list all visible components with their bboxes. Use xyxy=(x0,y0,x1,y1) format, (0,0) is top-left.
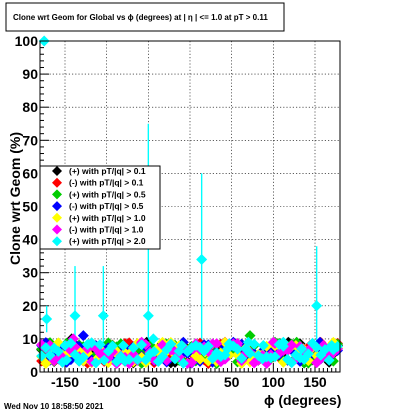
timestamp: Wed Nov 10 18:58:50 2021 xyxy=(4,402,104,411)
data-marker xyxy=(257,340,269,352)
y-tick-label: 0 xyxy=(30,364,38,380)
band-marker xyxy=(36,350,48,362)
y-tick-label: 40 xyxy=(22,232,38,248)
band-marker xyxy=(323,354,335,366)
data-marker xyxy=(326,340,338,352)
title-box xyxy=(5,2,285,32)
x-tick-label: -150 xyxy=(51,374,79,390)
band-marker xyxy=(202,340,214,352)
y-axis-label: Clone wrt Geom (%) xyxy=(7,132,23,265)
legend-label: (+) with pT/|q| > 0.1 xyxy=(69,166,146,176)
data-marker xyxy=(117,340,129,352)
legend: (+) with pT/|q| > 0.1 (-) with pT/|q| > 0… xyxy=(39,165,161,250)
data-marker xyxy=(176,340,188,352)
x-tick-label: 0 xyxy=(186,374,194,390)
band-marker xyxy=(177,357,189,369)
legend-marker xyxy=(52,189,62,200)
y-tick-label: 50 xyxy=(22,199,38,215)
band-marker xyxy=(186,357,198,369)
data-marker xyxy=(311,300,323,312)
band-marker xyxy=(77,351,89,363)
band-marker xyxy=(169,353,181,365)
x-tick-label: -100 xyxy=(93,374,121,390)
data-marker xyxy=(77,330,89,342)
data-marker xyxy=(59,340,71,352)
y-tick-label: 80 xyxy=(22,99,38,115)
band-marker xyxy=(211,338,223,350)
band-marker xyxy=(302,348,314,360)
band-marker xyxy=(107,340,118,352)
band-marker xyxy=(132,354,143,366)
x-tick-label: 50 xyxy=(224,374,240,390)
band-marker xyxy=(286,339,298,351)
x-axis-label: ϕ (degrees) xyxy=(264,392,341,408)
data-marker xyxy=(147,333,159,345)
legend-label: (+) with pT/|q| > 0.5 xyxy=(69,189,146,199)
data-marker xyxy=(277,336,289,348)
legend-marker xyxy=(52,166,62,176)
y-tick-label: 10 xyxy=(22,331,38,347)
band-marker xyxy=(52,345,64,357)
band-marker xyxy=(194,353,206,365)
band-marker xyxy=(157,351,168,363)
data-marker xyxy=(196,253,208,265)
y-tick-label: 90 xyxy=(22,66,38,82)
band-marker xyxy=(127,342,139,354)
band-marker xyxy=(94,339,106,351)
y-tick-label: 20 xyxy=(22,298,38,314)
band-marker xyxy=(86,337,98,349)
band-marker xyxy=(44,349,56,361)
band-marker xyxy=(165,338,177,350)
legend-marker xyxy=(52,212,62,223)
legend-marker xyxy=(52,224,62,235)
data-marker xyxy=(69,310,81,322)
data-marker xyxy=(97,310,109,322)
band-marker xyxy=(61,354,73,366)
y-tick-label: 100 xyxy=(15,33,39,49)
band-marker xyxy=(40,357,52,369)
data-marker xyxy=(296,343,308,355)
y-tick-label: 30 xyxy=(22,265,38,281)
legend-label: (+) with pT/|q| > 1.0 xyxy=(69,213,146,223)
data-marker xyxy=(242,336,254,348)
data-marker xyxy=(222,343,233,355)
x-tick-label: 100 xyxy=(262,374,286,390)
y-tick-label: 60 xyxy=(22,165,38,181)
band-marker xyxy=(244,347,256,359)
band-marker xyxy=(148,346,160,358)
legend-label: (+) with pT/|q| > 2.0 xyxy=(69,236,146,246)
data-marker xyxy=(142,310,154,322)
band-marker xyxy=(136,339,148,351)
y-tick-label: 70 xyxy=(22,132,38,148)
data-marker xyxy=(41,313,53,325)
band-marker xyxy=(123,353,135,365)
band-marker xyxy=(269,351,281,363)
x-tick-label: 150 xyxy=(303,374,327,390)
band-marker xyxy=(286,357,298,369)
chart-title: Clone wrt Geom for Global vs ϕ (degrees)… xyxy=(13,13,268,22)
legend-marker xyxy=(52,201,62,212)
band-marker xyxy=(40,342,52,354)
band-marker xyxy=(98,354,110,366)
band-marker xyxy=(232,343,243,355)
x-tick-label: -50 xyxy=(138,374,158,390)
band-marker xyxy=(90,357,102,369)
legend-marker xyxy=(52,236,62,247)
legend-label: (-) with pT/|q| > 0.5 xyxy=(69,201,144,211)
tick-labels: -150 -100 -50 0 50 100 150 0 10 20 30 40 50 60 70 80 90 1… xyxy=(15,33,327,390)
legend-marker xyxy=(52,177,62,188)
data-markers xyxy=(36,35,343,370)
legend-label: (-) with pT/|q| > 0.1 xyxy=(69,178,144,188)
band-marker xyxy=(311,341,323,353)
band-marker xyxy=(236,352,248,364)
legend-label: (-) with pT/|q| > 1.0 xyxy=(69,225,144,235)
